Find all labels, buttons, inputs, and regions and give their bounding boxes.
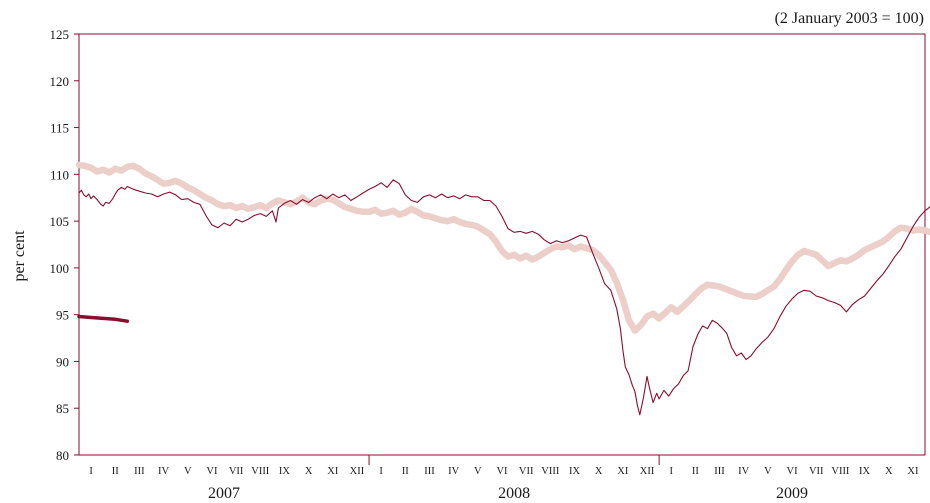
- x-month-label: IV: [158, 466, 169, 477]
- series-layer: [75, 161, 930, 416]
- x-month-label: IX: [569, 466, 580, 477]
- x-month-label: IV: [738, 466, 749, 477]
- x-month-label: XI: [617, 466, 629, 477]
- base-date-note: (2 January 2003 = 100): [775, 10, 924, 27]
- x-month-label: III: [134, 466, 145, 477]
- x-month-label: VII: [229, 466, 244, 477]
- x-month-label: XI: [907, 466, 919, 477]
- x-month-label: XI: [327, 466, 339, 477]
- x-year-label: 2008: [498, 485, 530, 502]
- series-line-2-thin: [78, 179, 930, 416]
- x-month-label: XII: [640, 466, 655, 477]
- y-tick-label: 120: [50, 74, 70, 89]
- x-month-label: V: [184, 466, 192, 477]
- y-axis-title: per cent: [11, 230, 28, 282]
- x-month-label: IX: [859, 466, 870, 477]
- x-month-label: IX: [279, 466, 290, 477]
- x-month-label: X: [885, 466, 893, 477]
- x-month-label: I: [669, 466, 673, 477]
- x-month-label: IV: [448, 466, 459, 477]
- x-month-label: VII: [519, 466, 534, 477]
- plot-area-frame: [78, 33, 926, 456]
- y-tick-label: 115: [50, 121, 69, 136]
- x-month-label: V: [474, 466, 482, 477]
- y-tick-label: 125: [50, 27, 70, 42]
- x-month-label: VIII: [251, 466, 270, 477]
- x-month-label: VI: [787, 466, 799, 477]
- y-tick-label: 100: [50, 261, 70, 276]
- x-year-label: 2007: [208, 485, 240, 502]
- y-tick-label: 110: [50, 167, 69, 182]
- x-month-label: X: [595, 466, 603, 477]
- y-tick-label: 80: [56, 448, 69, 463]
- x-month-label: I: [379, 466, 383, 477]
- x-year-label: 2009: [776, 485, 808, 502]
- x-month-label: VIII: [831, 466, 850, 477]
- series-line-1-thick: [75, 161, 930, 334]
- series-line-3-bold: [77, 314, 130, 323]
- x-month-label: II: [112, 466, 119, 477]
- x-month-label: VI: [206, 466, 218, 477]
- x-month-label: VIII: [541, 466, 560, 477]
- x-month-label: V: [764, 466, 772, 477]
- x-axis-ticks: I II III IV V VI VII VIII IX X XI XII I II III IV V VI VII…: [89, 455, 919, 502]
- y-tick-label: 85: [56, 401, 69, 416]
- x-month-label: VI: [496, 466, 508, 477]
- x-month-label: II: [692, 466, 699, 477]
- x-month-label: VII: [809, 466, 824, 477]
- x-month-label: XII: [350, 466, 365, 477]
- y-tick-label: 105: [50, 214, 70, 229]
- x-month-label: I: [89, 466, 93, 477]
- y-tick-label: 95: [56, 308, 69, 323]
- x-month-label: X: [305, 466, 313, 477]
- y-tick-label: 90: [56, 354, 69, 369]
- x-month-label: III: [424, 466, 435, 477]
- x-month-label: III: [714, 466, 725, 477]
- x-month-label: II: [402, 466, 409, 477]
- y-axis-ticks: 80 85 90 95 100 105 110 115 120 125: [50, 27, 79, 463]
